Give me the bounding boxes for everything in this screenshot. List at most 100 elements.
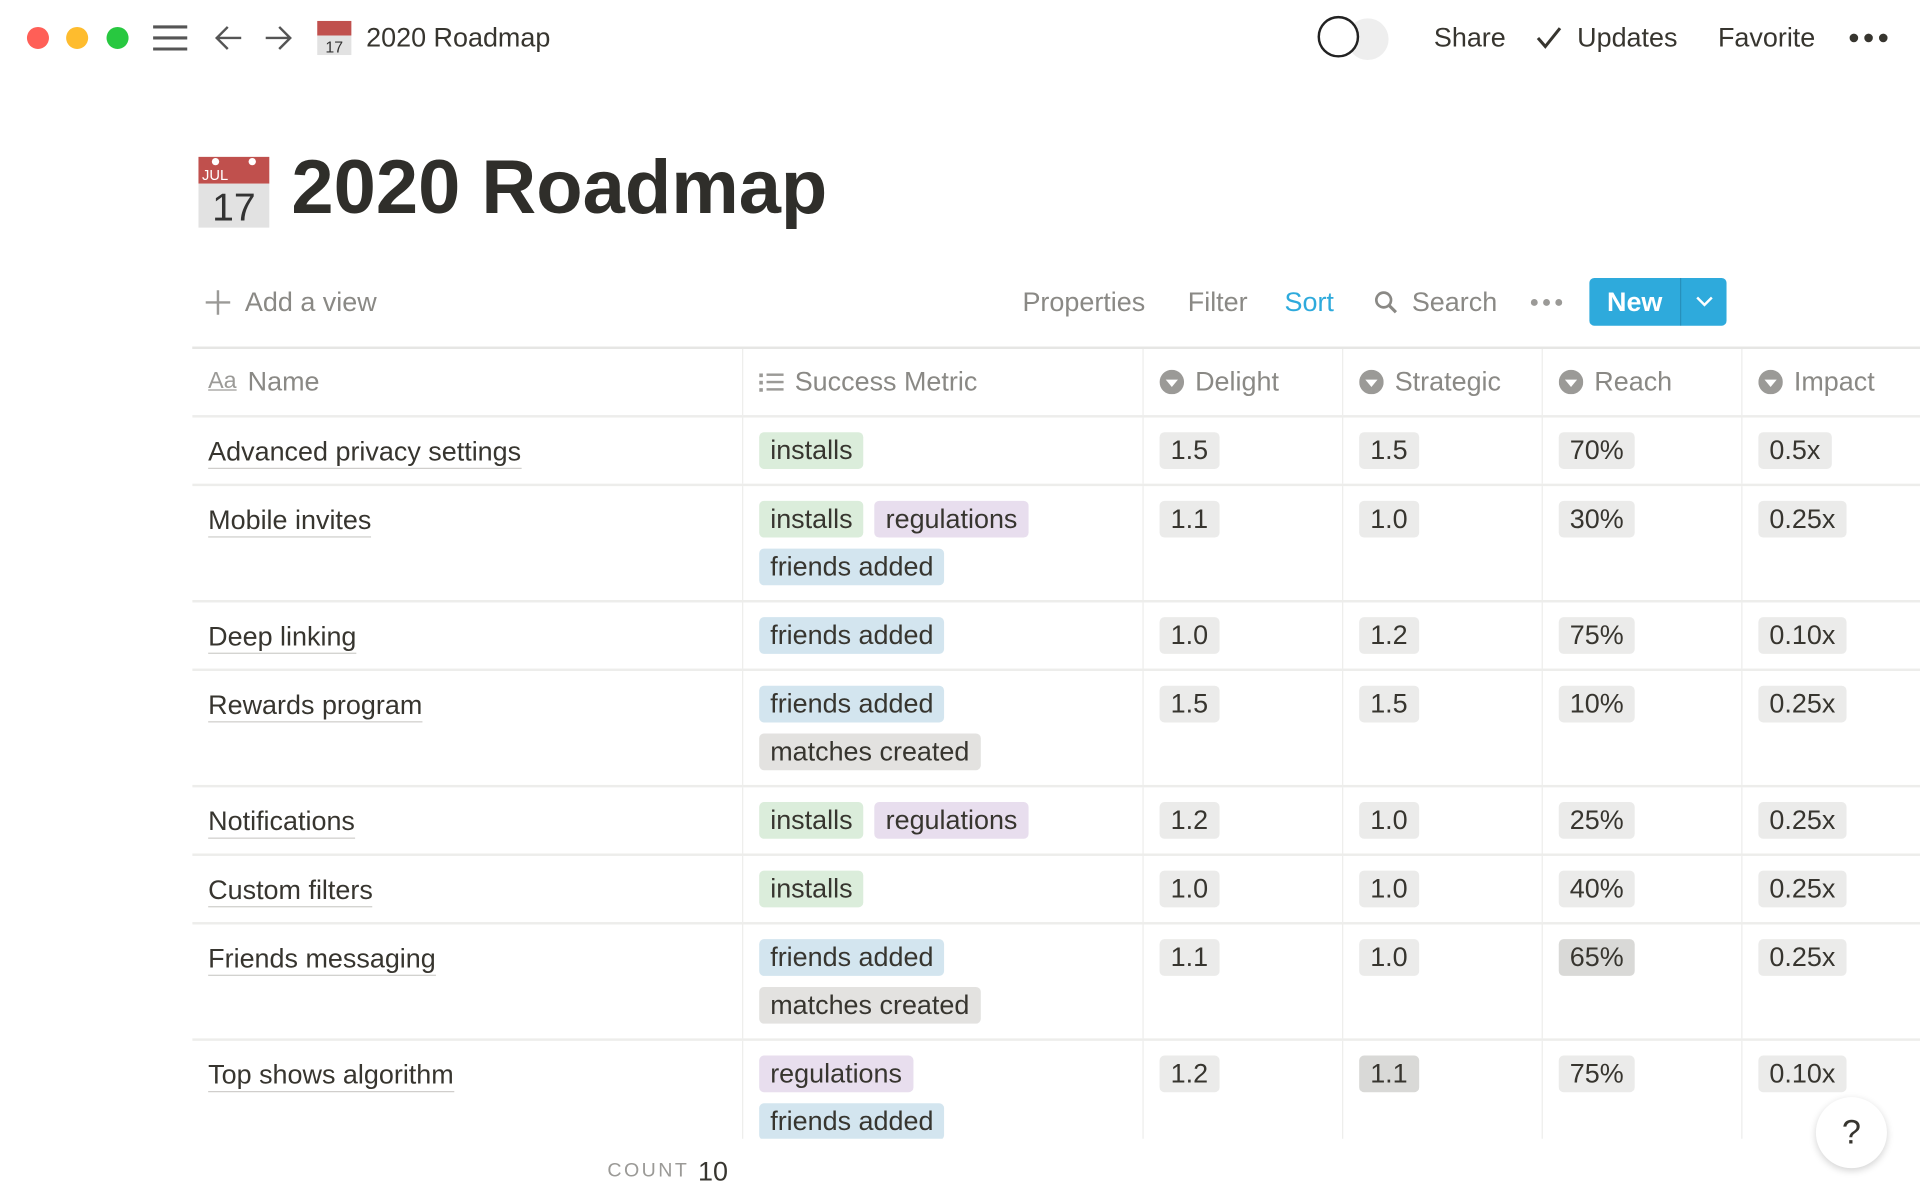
column-header-reach[interactable]: Reach [1543,348,1743,416]
name-cell[interactable]: Top shows algorithm [192,1040,744,1139]
search-icon[interactable] [1374,290,1398,314]
collaborator-avatars[interactable] [1317,15,1396,63]
reach-cell[interactable]: 75% [1543,1040,1743,1139]
table-row[interactable]: Friends messaging friends added matches cr… [192,924,1920,1041]
reach-cell[interactable]: 40% [1543,855,1743,923]
table-row[interactable]: Advanced privacy settings installs 1.5 1.5 7… [192,417,1920,487]
close-window-button[interactable] [26,26,49,49]
delight-cell[interactable]: 1.0 [1144,855,1344,923]
strategic-cell[interactable]: 1.5 [1343,417,1543,484]
name-cell[interactable]: Deep linking [192,602,744,669]
reach-value: 65% [1558,939,1635,976]
row-name[interactable]: Custom filters [208,873,373,908]
row-name[interactable]: Advanced privacy settings [208,435,522,469]
sort-button[interactable]: Sort [1284,286,1334,318]
name-cell[interactable]: Notifications [192,787,744,854]
strategic-cell[interactable]: 1.0 [1343,787,1543,854]
metric-tag: friends added [759,617,945,654]
delight-cell[interactable]: 1.2 [1144,787,1344,854]
name-cell[interactable]: Mobile invites [192,486,744,601]
name-cell[interactable]: Rewards program [192,671,744,785]
calendar-page-icon[interactable]: JUL 17 [198,156,270,228]
help-button[interactable]: ? [1815,1097,1887,1169]
table-row[interactable]: Mobile invites installs regulations friends… [192,486,1920,603]
column-header-name[interactable]: Aa Name [192,348,744,416]
share-button[interactable]: Share [1433,22,1506,53]
more-view-options-icon[interactable] [1530,298,1563,308]
strategic-cell[interactable]: 1.5 [1343,671,1543,785]
hamburger-menu-icon[interactable] [153,24,188,51]
name-cell[interactable]: Advanced privacy settings [192,417,744,484]
properties-button[interactable]: Properties [1022,286,1146,318]
name-cell[interactable]: Friends messaging [192,924,744,1039]
delight-cell[interactable]: 1.2 [1144,1040,1344,1139]
reach-cell[interactable]: 25% [1543,787,1743,854]
impact-cell[interactable]: 0.25x [1742,787,1920,853]
impact-cell[interactable]: 0.25x [1742,486,1920,600]
strategic-cell[interactable]: 1.0 [1343,486,1543,601]
select-property-icon [1558,369,1584,395]
zoom-window-button[interactable] [106,26,129,49]
plus-icon[interactable] [204,289,231,316]
reach-cell[interactable]: 30% [1543,486,1743,601]
success-metric-cell[interactable]: friends added matches created [743,924,1144,1039]
row-name[interactable]: Deep linking [208,620,357,654]
delight-cell[interactable]: 1.5 [1144,671,1344,785]
reach-cell[interactable]: 75% [1543,602,1743,669]
delight-cell[interactable]: 1.0 [1144,602,1344,669]
search-button[interactable]: Search [1411,286,1498,318]
text-property-icon: Aa [208,368,237,395]
row-name[interactable]: Rewards program [208,688,423,723]
strategic-cell[interactable]: 1.0 [1343,855,1543,923]
forward-arrow-icon[interactable] [263,23,292,52]
updates-button[interactable]: Updates [1577,22,1678,53]
reach-cell[interactable]: 65% [1543,924,1743,1039]
row-name[interactable]: Mobile invites [208,503,372,538]
table-row[interactable]: Notifications installs regulations 1.2 1.0 25… [192,787,1920,856]
back-arrow-icon[interactable] [214,23,243,52]
row-name[interactable]: Top shows algorithm [208,1058,454,1093]
row-name[interactable]: Friends messaging [208,942,436,976]
delight-cell[interactable]: 1.1 [1144,486,1344,601]
page-title[interactable]: 2020 Roadmap [291,145,828,231]
strategic-cell[interactable]: 1.2 [1343,602,1543,669]
impact-cell[interactable]: 0.25x [1742,856,1920,922]
filter-button[interactable]: Filter [1187,286,1248,318]
row-name[interactable]: Notifications [208,804,355,839]
impact-cell[interactable]: 0.5x [1742,418,1920,484]
delight-cell[interactable]: 1.5 [1144,417,1344,484]
breadcrumb-page-title[interactable]: 2020 Roadmap [366,22,551,53]
table-row[interactable]: Deep linking friends added 1.0 1.2 75% 0.10x [192,602,1920,672]
strategic-value: 1.5 [1359,685,1419,723]
new-dropdown-button[interactable] [1680,277,1727,326]
table-row[interactable]: Rewards program friends added matches crea… [192,671,1920,788]
more-options-icon[interactable] [1849,32,1888,44]
reach-cell[interactable]: 70% [1543,417,1743,484]
success-metric-cell[interactable]: installs [743,417,1144,484]
column-header-success-metric[interactable]: Success Metric [743,348,1144,416]
column-header-strategic[interactable]: Strategic [1343,348,1543,416]
table-row[interactable]: Custom filters installs 1.0 1.0 40% 0.25x [192,855,1920,925]
success-metric-cell[interactable]: installs [743,855,1144,923]
success-metric-cell[interactable]: friends added [743,602,1144,669]
new-button[interactable]: New [1589,277,1727,326]
minimize-window-button[interactable] [66,26,89,49]
success-metric-cell[interactable]: installs regulations [743,787,1144,854]
table-row[interactable]: Top shows algorithm regulations friends ad… [192,1040,1920,1139]
strategic-cell[interactable]: 1.0 [1343,924,1543,1039]
reach-cell[interactable]: 10% [1543,671,1743,785]
impact-cell[interactable]: 0.10x [1742,1041,1920,1139]
impact-cell[interactable]: 0.25x [1742,671,1920,785]
impact-cell[interactable]: 0.25x [1742,924,1920,1038]
impact-cell[interactable]: 0.10x [1742,602,1920,668]
add-view-button[interactable]: Add a view [244,286,377,318]
column-header-impact[interactable]: Impact [1742,349,1920,415]
strategic-cell[interactable]: 1.1 [1343,1040,1543,1139]
column-header-delight[interactable]: Delight [1144,348,1344,416]
success-metric-cell[interactable]: installs regulations friends added [743,486,1144,601]
favorite-button[interactable]: Favorite [1717,22,1816,53]
success-metric-cell[interactable]: friends added matches created [743,671,1144,785]
name-cell[interactable]: Custom filters [192,855,744,923]
delight-cell[interactable]: 1.1 [1144,924,1344,1039]
